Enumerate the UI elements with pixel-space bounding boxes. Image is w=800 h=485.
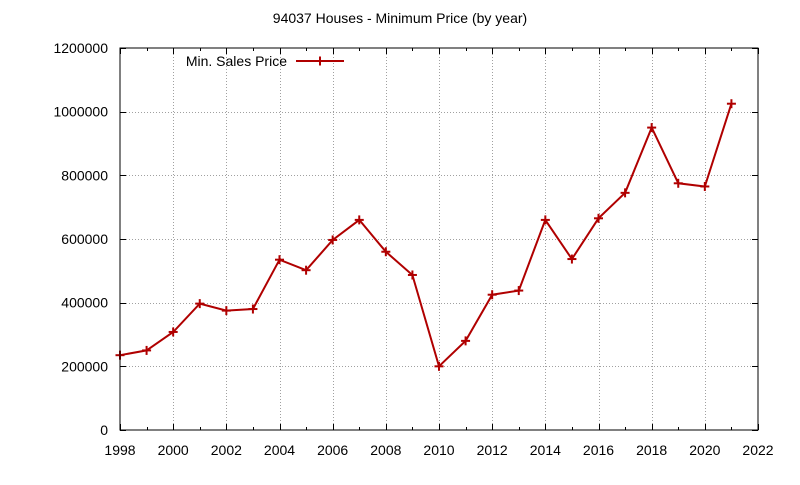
x-tick-label: 2006 <box>317 442 348 458</box>
axes: 0 200000 400000 600000 800000 1000000 1200000 1… <box>53 40 773 458</box>
x-tick-label: 2012 <box>477 442 508 458</box>
y-tick-label: 0 <box>100 422 108 438</box>
y-tick-label: 200000 <box>61 358 108 374</box>
series-line <box>119 103 733 369</box>
x-tick-label: 2014 <box>530 442 561 458</box>
data-point-marker <box>301 265 311 275</box>
data-point-marker <box>221 306 231 316</box>
y-tick-label: 600000 <box>61 231 108 247</box>
data-point-marker <box>540 215 550 225</box>
data-point-marker <box>487 290 497 300</box>
x-tick-label: 2020 <box>689 442 720 458</box>
x-tick-label: 1998 <box>104 442 135 458</box>
data-point-marker <box>726 99 736 109</box>
data-point-marker <box>275 255 284 265</box>
data-point-marker <box>647 123 657 133</box>
data-point-marker <box>434 361 444 371</box>
x-tick-label: 2008 <box>370 442 401 458</box>
data-point-marker <box>328 235 338 245</box>
chart-title: 94037 Houses - Minimum Price (by year) <box>273 10 527 26</box>
x-tick-label: 2022 <box>742 442 773 458</box>
data-point-marker <box>168 327 178 337</box>
data-point-marker <box>381 247 391 257</box>
data-point-marker <box>354 215 364 225</box>
x-tick-label: 2002 <box>211 442 242 458</box>
x-tick-label: 2000 <box>158 442 189 458</box>
data-point-marker <box>142 345 152 355</box>
data-point-marker <box>195 299 205 309</box>
data-point-marker <box>673 178 683 188</box>
x-tick-label: 2018 <box>636 442 667 458</box>
grid-lines <box>120 48 758 430</box>
x-tick-label: 2010 <box>423 442 454 458</box>
data-point-marker <box>594 213 603 223</box>
data-point-marker <box>407 270 417 280</box>
legend: Min. Sales Price <box>186 53 344 69</box>
data-point-marker <box>248 304 258 314</box>
x-tick-label: 2016 <box>583 442 614 458</box>
data-series <box>115 99 736 371</box>
y-tick-label: 1200000 <box>53 40 108 56</box>
data-point-marker <box>514 286 524 296</box>
data-point-marker <box>700 181 710 191</box>
data-point-marker <box>620 188 630 198</box>
y-tick-label: 800000 <box>61 167 108 183</box>
data-point-marker <box>461 336 471 346</box>
data-point-marker <box>567 254 577 264</box>
y-tick-label: 400000 <box>61 295 108 311</box>
legend-label: Min. Sales Price <box>186 53 287 69</box>
y-tick-label: 1000000 <box>53 104 108 120</box>
x-tick-label: 2004 <box>264 442 295 458</box>
